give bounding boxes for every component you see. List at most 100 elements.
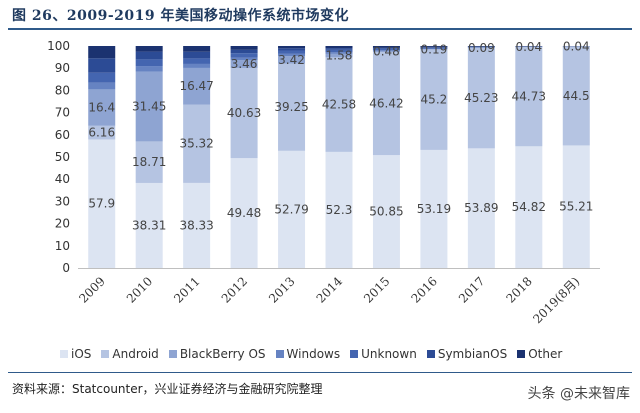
x-tick-label: 2018 xyxy=(503,274,534,305)
legend-label: SymbianOS xyxy=(437,347,508,361)
bar-segment-symbianos xyxy=(372,47,400,49)
bar-segment-other xyxy=(183,46,211,52)
data-label: 39.25 xyxy=(274,100,308,114)
bar-segment-android xyxy=(420,49,448,150)
bar-segment-unknown xyxy=(278,50,306,54)
bar-segment-android xyxy=(562,46,590,146)
legend-swatch xyxy=(101,350,110,358)
bar-segment-ios xyxy=(135,182,163,268)
x-tick-label: 2013 xyxy=(266,274,297,305)
bar-segment-android xyxy=(325,57,353,152)
watermark: 头条 @未来智库 xyxy=(527,386,630,402)
bar-segment-ios xyxy=(515,146,543,268)
x-tick-label: 2016 xyxy=(409,274,440,305)
data-label: 52.3 xyxy=(326,203,353,217)
y-tick-label: 30 xyxy=(55,194,70,208)
bar-segment-android xyxy=(278,63,306,151)
bar-segment-android xyxy=(135,141,163,183)
data-label: 0.04 xyxy=(515,40,542,54)
x-tick-label: 2012 xyxy=(219,274,250,305)
bar-segment-blackberry-os xyxy=(183,67,211,105)
bar-segment-blackberry-os xyxy=(135,71,163,142)
data-label: 0.04 xyxy=(563,40,590,54)
bar-segment-android xyxy=(230,67,258,159)
legend-swatch xyxy=(426,350,435,358)
legend-swatch xyxy=(168,350,177,358)
data-label: 54.82 xyxy=(512,200,546,214)
bar-segment-android xyxy=(467,47,495,149)
data-label: 18.71 xyxy=(132,155,166,169)
stacked-bar-chart: 0 10 20 30 40 50 60 70 80 90 100 2009 2010 2011 2012 20… xyxy=(47,39,600,326)
y-tick-label: 90 xyxy=(55,61,70,75)
bar-segment-symbianos xyxy=(278,48,306,51)
bar-segment-blackberry-os xyxy=(230,60,258,68)
bar-segment-ios xyxy=(420,149,448,268)
data-label: 0.48 xyxy=(373,45,400,59)
bar-segment-android xyxy=(88,125,116,140)
data-label: 52.79 xyxy=(274,202,308,216)
legend-item: iOS xyxy=(60,347,91,361)
y-tick-label: 70 xyxy=(55,106,70,120)
bar-segment-other xyxy=(278,46,306,49)
bar-segment-ios xyxy=(88,139,116,268)
source-divider xyxy=(8,372,632,373)
bar-segment-windows xyxy=(278,53,306,57)
bar-segment-windows xyxy=(230,57,258,61)
legend-label: Android xyxy=(112,347,159,361)
bar-segment-blackberry-os xyxy=(278,56,306,64)
bar-segment-windows xyxy=(135,66,163,72)
bar-segment-other xyxy=(230,46,258,50)
bar-segment-blackberry-os xyxy=(88,89,116,126)
chart-legend: iOS Android BlackBerry OS Windows Unknown Sym… xyxy=(60,347,640,361)
y-tick-label: 10 xyxy=(55,239,70,253)
title-divider xyxy=(8,28,632,30)
data-label: 0.19 xyxy=(421,42,448,56)
y-tick-label: 80 xyxy=(55,83,70,97)
bar-segment-unknown xyxy=(372,48,400,51)
data-label: 44.5 xyxy=(563,89,590,103)
bar-segment-other xyxy=(135,46,163,52)
legend-label: Unknown xyxy=(361,347,417,361)
y-tick-label: 0 xyxy=(62,261,70,275)
data-label: 53.19 xyxy=(417,202,451,216)
legend-item: Android xyxy=(101,347,159,361)
bar-segment-unknown xyxy=(420,47,448,49)
bar-segment-symbianos xyxy=(325,48,353,50)
bar-segment-ios xyxy=(325,151,353,268)
source-note: 资料来源：Statcounter，兴业证券经济与金融研究院整理 xyxy=(12,382,323,396)
y-tick-label: 60 xyxy=(55,128,70,142)
bar-segment-ios xyxy=(467,148,495,268)
bar-segment-windows xyxy=(325,52,353,54)
data-label: 1.58 xyxy=(326,49,353,63)
data-label: 6.16 xyxy=(88,126,115,140)
bar-segment-unknown xyxy=(325,49,353,53)
bar-segment-android xyxy=(515,46,543,147)
bar-segment-unknown xyxy=(88,72,116,83)
bar-segment-blackberry-os xyxy=(372,50,400,53)
y-tick-label: 40 xyxy=(55,172,70,186)
legend-label: Windows xyxy=(286,347,341,361)
legend-item: BlackBerry OS xyxy=(168,347,266,361)
bar-segment-windows xyxy=(183,63,211,68)
bar-segment-android xyxy=(183,104,211,183)
bar-segment-ios xyxy=(562,145,590,268)
bar-segment-symbianos xyxy=(183,51,211,59)
data-label: 42.58 xyxy=(322,98,356,112)
data-label: 0.09 xyxy=(468,41,495,55)
data-label: 38.33 xyxy=(179,218,213,232)
legend-label: BlackBerry OS xyxy=(179,347,266,361)
data-label: 46.42 xyxy=(369,97,403,111)
data-label: 3.42 xyxy=(278,53,305,67)
legend-item: Other xyxy=(517,347,562,361)
bar-segment-windows xyxy=(420,48,448,50)
data-label: 57.9 xyxy=(88,197,115,211)
bar-segment-ios xyxy=(278,150,306,268)
figure-title: 图 26、2009-2019 年美国移动操作系统市场变化 xyxy=(12,8,349,24)
x-tick-label: 2009 xyxy=(76,274,107,305)
bar-segment-other xyxy=(420,46,448,48)
y-tick-label: 100 xyxy=(47,39,70,53)
legend-label: iOS xyxy=(71,347,92,361)
x-tick-label: 2019(8月) xyxy=(530,274,582,326)
data-label: 31.45 xyxy=(132,100,166,114)
legend-item: Windows xyxy=(275,347,341,361)
